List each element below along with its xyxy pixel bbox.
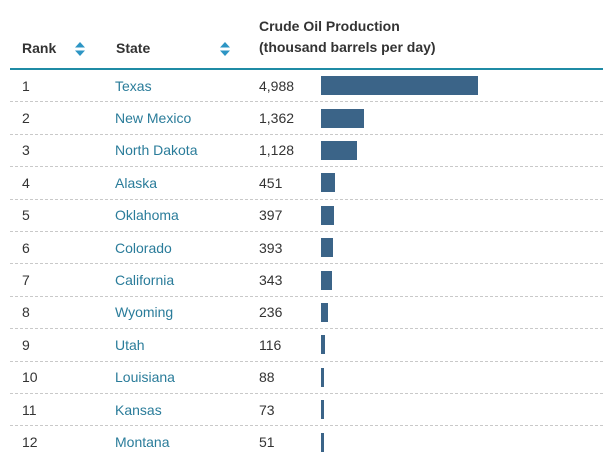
rank-cell: 10 [22, 369, 38, 386]
table-row: 1 Texas 4,988 [10, 70, 603, 103]
production-value: 451 [259, 174, 283, 191]
rank-cell: 4 [22, 174, 30, 191]
production-value: 343 [259, 272, 283, 289]
production-bar [321, 140, 357, 160]
state-column-header[interactable]: State [116, 40, 151, 56]
sort-arrows-icon[interactable] [75, 42, 85, 56]
rank-cell: 11 [22, 401, 37, 418]
production-value: 236 [259, 304, 283, 321]
table-row: 8 Wyoming 236 [10, 297, 603, 330]
state-link[interactable]: Oklahoma [115, 207, 179, 224]
bar-cell [321, 200, 601, 231]
sort-arrows-icon[interactable] [220, 42, 230, 56]
state-link[interactable]: Wyoming [115, 304, 174, 321]
table-row: 12 Montana 51 [10, 426, 603, 458]
rank-cell: 6 [22, 239, 30, 256]
production-bar [321, 302, 329, 322]
production-header-line1: Crude Oil Production [259, 18, 400, 34]
production-bar [321, 238, 334, 258]
bar-cell [321, 426, 601, 458]
state-link[interactable]: Texas [115, 77, 152, 94]
state-link[interactable]: California [115, 272, 175, 289]
production-value: 51 [259, 434, 275, 451]
bar-cell [321, 167, 601, 198]
production-value: 397 [259, 207, 283, 224]
rank-cell: 9 [22, 336, 30, 353]
table-row: 6 Colorado 393 [10, 232, 603, 265]
table-row: 4 Alaska 451 [10, 167, 603, 200]
state-link[interactable]: Louisiana [115, 369, 175, 386]
production-value: 1,128 [259, 142, 295, 159]
rank-cell: 7 [22, 272, 30, 289]
production-bar [321, 76, 478, 96]
bar-cell [321, 329, 601, 360]
production-value: 4,988 [259, 77, 295, 94]
state-link[interactable]: North Dakota [115, 142, 198, 159]
table-body: 1 Texas 4,988 2 New Mexico 1,362 3 North Dakota… [10, 70, 603, 459]
table-row: 9 Utah 116 [10, 329, 603, 362]
production-table: Rank State Crude Oil Production (thousan… [10, 0, 603, 459]
table-row: 5 Oklahoma 397 [10, 200, 603, 232]
production-value: 1,362 [259, 110, 295, 127]
bar-cell [321, 232, 601, 263]
table-row: 11 Kansas 73 [10, 394, 603, 427]
bar-cell [321, 394, 601, 425]
production-bar [321, 205, 334, 225]
production-value: 88 [259, 369, 275, 386]
production-value: 393 [259, 239, 283, 256]
table-row: 10 Louisiana 88 [10, 362, 603, 394]
rank-cell: 1 [22, 77, 30, 94]
bar-cell [321, 102, 601, 133]
production-header-line2: (thousand barrels per day) [259, 39, 436, 55]
rank-cell: 3 [22, 142, 30, 159]
state-link[interactable]: Montana [115, 434, 170, 451]
bar-cell [321, 135, 601, 166]
bar-cell [321, 297, 601, 328]
production-bar [321, 432, 324, 452]
bar-cell [321, 264, 601, 295]
table-row: 3 North Dakota 1,128 [10, 135, 603, 168]
rank-cell: 8 [22, 304, 30, 321]
bar-cell [321, 362, 601, 393]
production-bar [321, 400, 324, 420]
rank-cell: 2 [22, 110, 30, 127]
state-link[interactable]: Kansas [115, 401, 162, 418]
state-link[interactable]: Alaska [115, 174, 158, 191]
table-header: Rank State Crude Oil Production (thousan… [10, 0, 603, 70]
state-link[interactable]: Utah [115, 336, 145, 353]
production-bar [321, 173, 336, 193]
rank-column-header[interactable]: Rank [22, 40, 57, 56]
state-link[interactable]: New Mexico [115, 110, 192, 127]
production-column-header: Crude Oil Production (thousand barrels p… [259, 16, 436, 58]
state-link[interactable]: Colorado [115, 239, 172, 256]
production-value: 73 [259, 401, 275, 418]
production-value: 116 [259, 336, 282, 353]
production-bar [321, 270, 332, 290]
rank-cell: 12 [22, 434, 38, 451]
bar-cell [321, 70, 601, 101]
table-row: 7 California 343 [10, 264, 603, 297]
production-bar [321, 367, 324, 387]
rank-cell: 5 [22, 207, 30, 224]
production-bar [321, 108, 364, 128]
table-row: 2 New Mexico 1,362 [10, 102, 603, 135]
production-bar [321, 335, 325, 355]
